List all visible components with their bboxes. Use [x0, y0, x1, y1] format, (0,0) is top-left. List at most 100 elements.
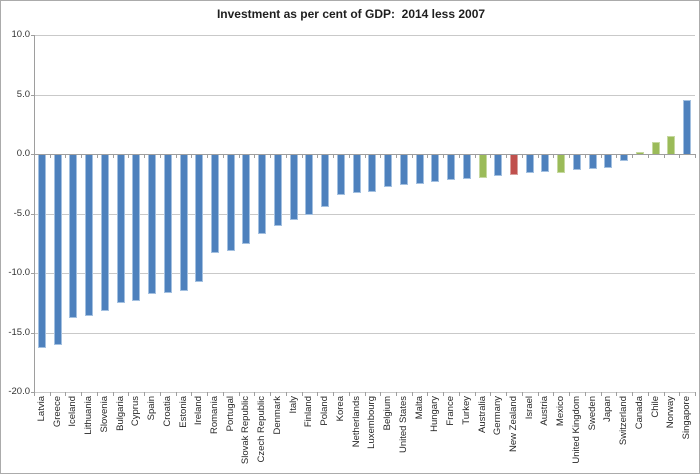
bottom-axis-tick: [34, 392, 35, 396]
bar-bulgaria: [117, 155, 125, 303]
bar-turkey: [463, 155, 471, 179]
bottom-axis-tick: [207, 392, 208, 396]
bar-united-states: [400, 155, 408, 185]
bottom-axis-tick: [349, 392, 350, 396]
category-axis-tick: [97, 154, 98, 158]
bottom-axis-tick: [270, 392, 271, 396]
y-axis-tick: [31, 392, 34, 393]
category-axis-tick: [286, 154, 287, 158]
bottom-axis-tick: [239, 392, 240, 396]
y-axis-tick: [31, 35, 34, 36]
x-label-malta: Malta: [414, 396, 425, 420]
bar-portugal: [227, 155, 235, 251]
x-label-mexico: Mexico: [555, 396, 566, 427]
y-tick-label: -20.0: [8, 386, 30, 397]
bottom-axis-tick: [459, 392, 460, 396]
x-label-bulgaria: Bulgaria: [115, 396, 126, 431]
category-axis-tick: [144, 154, 145, 158]
x-label-canada: Canada: [634, 396, 645, 430]
x-label-spain: Spain: [146, 396, 157, 421]
bar-chile: [652, 142, 660, 154]
category-axis-tick: [302, 154, 303, 158]
y-tick-label: -10.0: [8, 267, 30, 278]
category-axis-tick: [601, 154, 602, 158]
bar-belgium: [384, 155, 392, 187]
category-axis-tick: [396, 154, 397, 158]
bar-czech-republic: [258, 155, 266, 234]
category-axis-tick: [50, 154, 51, 158]
x-label-latvia: Latvia: [36, 396, 47, 422]
bar-greece: [54, 155, 62, 345]
bottom-axis-tick: [490, 392, 491, 396]
y-axis-tick: [31, 333, 34, 334]
x-label-croatia: Croatia: [162, 396, 173, 427]
bar-new-zealand: [510, 155, 518, 175]
bar-iceland: [69, 155, 77, 318]
bar-japan: [604, 155, 612, 168]
bar-singapore: [683, 100, 691, 154]
category-axis-tick: [333, 154, 334, 158]
bottom-axis-tick: [128, 392, 129, 396]
category-axis-tick: [490, 154, 491, 158]
bottom-axis-tick: [81, 392, 82, 396]
x-label-romania: Romania: [209, 396, 220, 435]
bottom-axis-tick: [302, 392, 303, 396]
x-label-poland: Poland: [319, 396, 330, 426]
y-axis-line: [34, 35, 35, 392]
bottom-axis-tick: [664, 392, 665, 396]
category-axis-tick: [538, 154, 539, 158]
gridline: [34, 392, 695, 393]
x-label-sweden: Sweden: [587, 396, 598, 431]
bar-korea: [337, 155, 345, 195]
bottom-axis-tick: [396, 392, 397, 396]
x-label-france: France: [445, 396, 456, 426]
y-axis-tick: [31, 154, 34, 155]
gridline: [34, 273, 695, 274]
bar-france: [447, 155, 455, 180]
bar-sweden: [589, 155, 597, 169]
chart-title: Investment as per cent of GDP: 2014 less…: [216, 7, 486, 21]
bar-spain: [148, 155, 156, 294]
x-label-turkey: Turkey: [461, 396, 472, 425]
bottom-axis-tick: [553, 392, 554, 396]
category-axis-tick: [34, 154, 35, 158]
y-tick-label: 0.0: [16, 148, 30, 159]
category-axis-tick: [664, 154, 665, 158]
bottom-axis-tick: [616, 392, 617, 396]
category-axis-tick: [270, 154, 271, 158]
category-axis-tick: [616, 154, 617, 158]
bottom-axis-tick: [585, 392, 586, 396]
category-axis-tick: [254, 154, 255, 158]
bar-cyprus: [132, 155, 140, 301]
bar-luxembourg: [368, 155, 376, 192]
gridline: [34, 333, 695, 334]
x-label-switzerland: Switzerland: [618, 396, 629, 446]
category-axis-tick: [365, 154, 366, 158]
bottom-axis-tick: [538, 392, 539, 396]
x-label-luxembourg: Luxembourg: [366, 396, 377, 449]
bottom-axis-tick: [317, 392, 318, 396]
bottom-axis-tick: [679, 392, 680, 396]
category-axis-tick: [81, 154, 82, 158]
bottom-axis-tick: [50, 392, 51, 396]
category-axis-tick: [380, 154, 381, 158]
x-label-cyprus: Cyprus: [130, 396, 141, 427]
category-axis-tick: [239, 154, 240, 158]
bar-italy: [290, 155, 298, 220]
x-label-lithuania: Lithuania: [83, 396, 94, 435]
category-axis-tick: [160, 154, 161, 158]
bottom-axis-tick: [333, 392, 334, 396]
bar-canada: [636, 152, 644, 154]
y-tick-label: -15.0: [8, 327, 30, 338]
category-axis-tick: [65, 154, 66, 158]
bar-united-kingdom: [573, 155, 581, 170]
x-label-iceland: Iceland: [67, 396, 78, 427]
x-label-slovenia: Slovenia: [99, 396, 110, 433]
x-label-singapore: Singapore: [681, 396, 692, 440]
bar-ireland: [195, 155, 203, 282]
category-axis-tick: [569, 154, 570, 158]
x-label-estonia: Estonia: [178, 396, 189, 428]
bottom-axis-tick: [695, 392, 696, 396]
bar-slovak-republic: [242, 155, 250, 244]
bottom-axis-tick: [254, 392, 255, 396]
